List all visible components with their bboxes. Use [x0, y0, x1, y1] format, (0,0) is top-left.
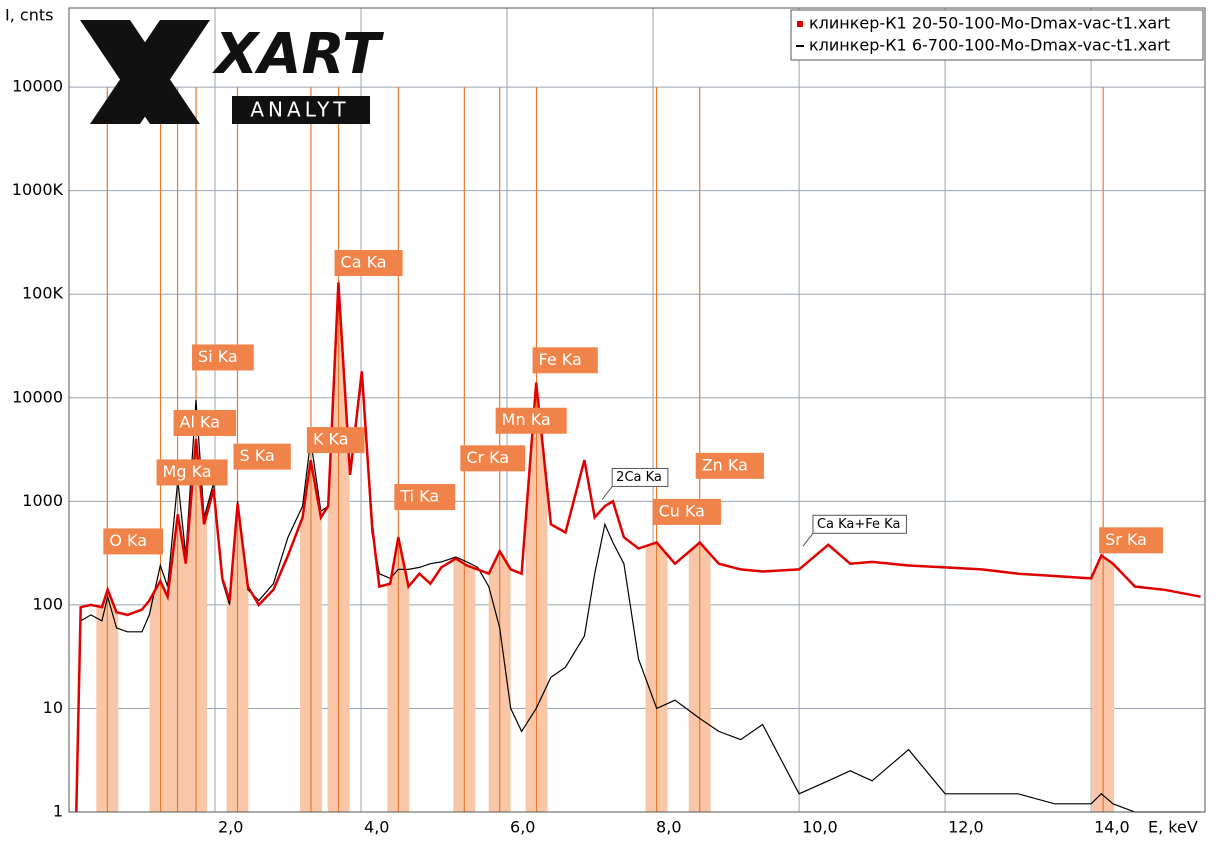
spectrum-line [75, 282, 1201, 813]
logo-mark: XART [212, 22, 384, 87]
legend-swatch [797, 21, 803, 27]
element-label-box [394, 484, 456, 511]
element-label: S Ka [240, 446, 275, 465]
logo-shape [90, 20, 210, 124]
annotation-box [611, 467, 669, 487]
x-tick-label: 8,0 [656, 818, 681, 837]
annotation-box [812, 514, 907, 534]
element-label-box [173, 410, 237, 437]
element-label-box [306, 427, 365, 454]
legend-label: клинкер-К1 6-700-100-Mo-Dmax-vac-t1.xart [809, 36, 1170, 55]
x-tick-label: 2,0 [218, 818, 243, 837]
element-label-box [695, 452, 764, 479]
annotation-leader [802, 532, 814, 547]
element-label: Ti Ka [399, 487, 439, 506]
element-label: Mg Ka [163, 462, 212, 481]
logo: XART ANALYT [80, 20, 384, 124]
element-label: Cr Ka [466, 448, 509, 467]
x-axis-title: E, keV [1148, 818, 1198, 837]
spectrum-line [75, 294, 1201, 813]
element-label-box [652, 498, 721, 525]
x-tick-label: 6,0 [510, 818, 535, 837]
logo-bar [232, 96, 370, 124]
plot-frame [68, 7, 1206, 813]
element-label: Fe Ka [539, 350, 582, 369]
element-label: O Ka [109, 531, 147, 550]
element-label-box [233, 443, 291, 470]
y-tick-label: 100K [22, 284, 64, 303]
x-tick-label: 4,0 [364, 818, 389, 837]
element-label: Cu Ka [659, 501, 705, 520]
legend-box [790, 9, 1204, 61]
y-tick-label: 10000 [12, 77, 63, 96]
element-label: Ca Ka [341, 253, 387, 272]
x-tick-label: 10,0 [802, 818, 838, 837]
legend-label: клинкер-К1 20-50-100-Mo-Dmax-vac-t1.xart [809, 14, 1170, 33]
y-tick-label: 1 [53, 802, 63, 821]
annotation-leader [601, 486, 613, 500]
element-label: Al Ka [180, 413, 221, 432]
annotation: Ca Ka+Fe Ka [817, 517, 901, 532]
element-label-box [460, 445, 526, 472]
element-label-box [192, 344, 254, 371]
annotation: 2Ca Ka [616, 470, 662, 485]
element-label: K Ka [313, 430, 349, 449]
element-label: Mn Ka [502, 410, 551, 429]
y-tick-label: 1000 [22, 491, 63, 510]
logo-sub: ANALYT [250, 98, 349, 122]
element-label: Si Ka [198, 347, 238, 366]
y-tick-label: 1000K [12, 180, 64, 199]
y-axis-title: I, cnts [5, 6, 53, 25]
element-label-box [495, 407, 567, 434]
element-label-box [156, 459, 228, 486]
element-label-box [532, 347, 598, 374]
element-label-box [103, 528, 164, 555]
element-label-box [334, 250, 403, 277]
x-tick-label: 14,0 [1094, 818, 1130, 837]
y-tick-label: 100 [32, 594, 63, 613]
element-label: Sr Ka [1105, 530, 1147, 549]
x-tick-label: 12,0 [948, 818, 984, 837]
element-label-box [1099, 527, 1163, 554]
element-label: Zn Ka [702, 455, 748, 474]
y-tick-label: 10 [43, 698, 63, 717]
y-tick-label: 10000 [12, 387, 63, 406]
